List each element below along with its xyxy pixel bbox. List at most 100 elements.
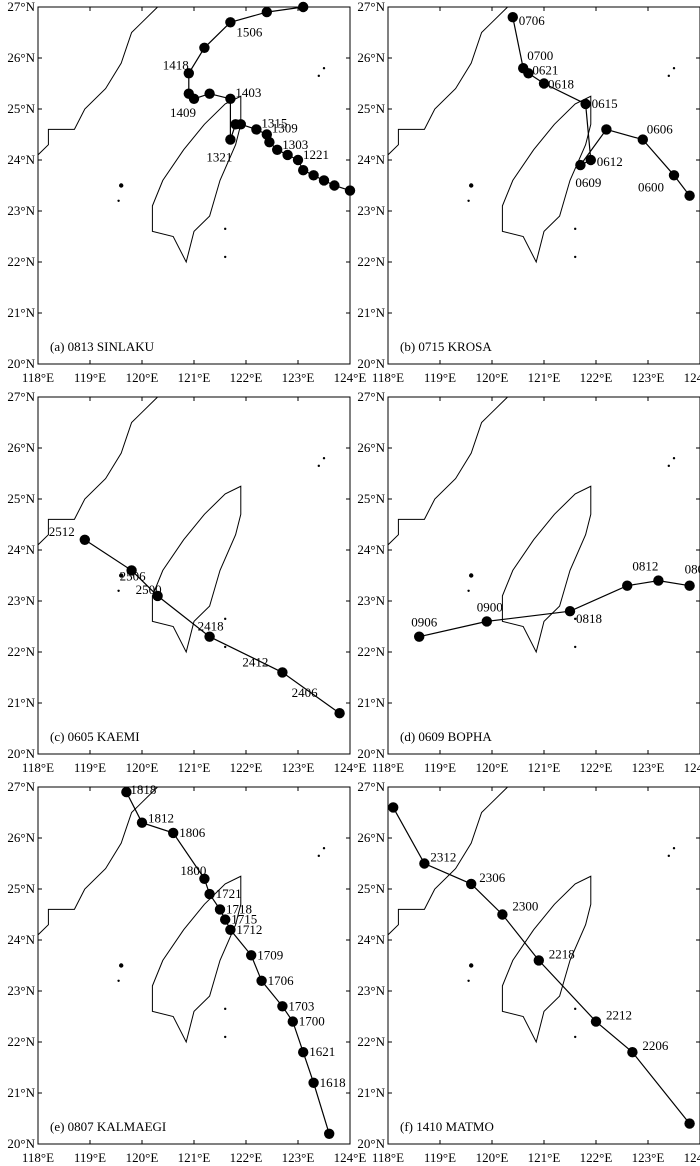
y-tick-label: 21°N	[7, 1085, 35, 1100]
track-point	[298, 1047, 309, 1058]
time-label: 0700	[527, 48, 553, 63]
y-tick-label: 23°N	[7, 203, 35, 218]
y-tick-label: 24°N	[7, 932, 35, 947]
panel-caption: (e) 0807 KALMAEGI	[50, 1119, 166, 1134]
y-tick-label: 22°N	[357, 254, 385, 269]
panel-2: 118°E 119°E 120°E 121°E 122°E 123°E 124°E 20°N 2…	[357, 0, 700, 385]
time-label: 0600	[638, 179, 664, 194]
y-tick-label: 25°N	[7, 491, 35, 506]
y-tick-label: 25°N	[7, 881, 35, 896]
track-point	[466, 878, 477, 890]
y-tick-label: 20°N	[7, 746, 35, 761]
x-tick-label: 122°E	[230, 370, 263, 385]
track-point	[507, 12, 518, 23]
x-tick-label: 123°E	[632, 760, 665, 775]
taiwan-outline	[501, 875, 592, 1044]
taiwan-outline	[501, 95, 592, 264]
track-point	[684, 580, 695, 591]
x-tick-label: 123°E	[282, 1150, 315, 1165]
y-tick-label: 23°N	[7, 593, 35, 608]
x-tick-label: 118°E	[22, 370, 54, 385]
y-tick-label: 24°N	[357, 152, 385, 167]
mainland-coastline	[37, 6, 158, 156]
panel-frame	[37, 396, 351, 755]
time-label: 2500	[136, 582, 162, 597]
x-tick-label: 123°E	[632, 1150, 665, 1165]
track-point	[298, 1, 309, 13]
track-point	[481, 616, 492, 627]
time-label: 0900	[477, 599, 503, 614]
track-point	[684, 1118, 695, 1129]
track-point	[324, 1128, 335, 1140]
islet	[117, 979, 120, 982]
islet	[574, 227, 577, 231]
islet	[574, 645, 577, 649]
islet	[469, 183, 474, 188]
x-tick-label: 118°E	[372, 370, 404, 385]
time-label: 1621	[309, 1044, 335, 1059]
x-tick-label: 123°E	[632, 370, 665, 385]
x-tick-label: 118°E	[22, 1150, 54, 1165]
x-tick-label: 123°E	[282, 370, 315, 385]
y-tick-label: 27°N	[7, 0, 35, 14]
track-point	[188, 93, 200, 105]
taiwan-outline	[151, 485, 242, 654]
mainland-coastline	[37, 786, 158, 936]
panel-4: 118°E 119°E 120°E 121°E 122°E 123°E 124°E 20°N 2…	[357, 389, 700, 775]
x-tick-label: 119°E	[74, 1150, 106, 1165]
track-point	[497, 909, 508, 920]
islet	[574, 1035, 577, 1039]
track-point	[204, 631, 215, 642]
track-point	[256, 975, 267, 986]
islet	[119, 573, 124, 578]
track-point	[225, 924, 236, 935]
time-label: 0812	[632, 559, 658, 574]
mainland-coastline	[387, 786, 508, 936]
y-tick-label: 26°N	[357, 830, 385, 845]
time-label: 2512	[49, 524, 75, 539]
islet	[322, 847, 326, 850]
x-tick-label: 121°E	[178, 1150, 211, 1165]
x-tick-label: 122°E	[230, 760, 263, 775]
track-point	[668, 170, 680, 181]
islet	[224, 1035, 227, 1039]
islet	[667, 74, 670, 78]
islet	[322, 457, 326, 460]
track-point	[121, 786, 132, 798]
track-point	[538, 78, 550, 89]
y-tick-label: 21°N	[7, 695, 35, 710]
track-point	[264, 136, 275, 148]
x-tick-label: 121°E	[528, 760, 561, 775]
track-point	[684, 190, 695, 201]
y-tick-label: 24°N	[357, 932, 385, 947]
x-tick-label: 119°E	[424, 760, 456, 775]
time-label: 0809	[685, 562, 700, 577]
time-label: 0615	[592, 96, 618, 111]
panel-caption: (a) 0813 SINLAKU	[50, 339, 155, 354]
track-point	[298, 165, 309, 176]
y-tick-label: 22°N	[7, 644, 35, 659]
track-point	[225, 93, 236, 105]
track-point	[272, 144, 283, 155]
islet	[469, 573, 474, 578]
time-label: 1706	[268, 973, 295, 988]
x-tick-label: 119°E	[424, 1150, 456, 1165]
time-label: 1409	[170, 105, 196, 120]
track-point	[204, 888, 215, 900]
taiwan-outline	[501, 485, 592, 654]
typhoon-track-line	[84, 539, 340, 714]
time-label: 1818	[130, 782, 156, 797]
y-tick-label: 27°N	[357, 779, 385, 794]
y-tick-label: 21°N	[7, 305, 35, 320]
y-tick-label: 24°N	[7, 152, 35, 167]
islet	[117, 589, 120, 592]
track-point	[199, 873, 210, 884]
track-point	[246, 950, 257, 961]
y-tick-label: 23°N	[357, 593, 385, 608]
track-point	[126, 565, 137, 576]
track-point	[287, 1016, 298, 1027]
time-label: 0706	[519, 13, 546, 28]
y-tick-label: 21°N	[357, 1085, 385, 1100]
x-tick-label: 120°E	[126, 1150, 159, 1165]
